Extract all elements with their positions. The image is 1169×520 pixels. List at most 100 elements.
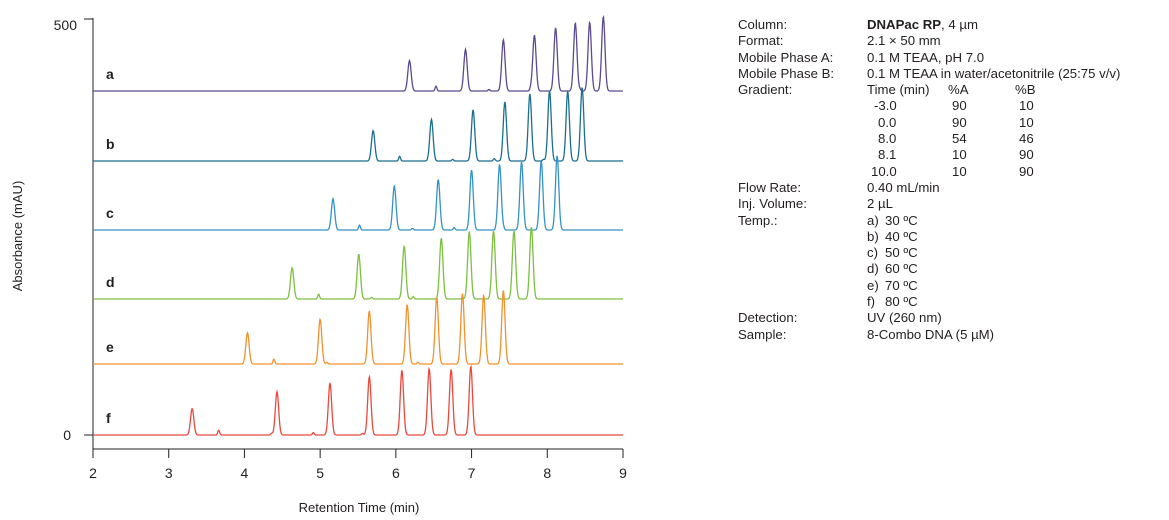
gradient-percent-a: 90	[952, 98, 967, 114]
param-injection-volume: Inj. Volume: 2 µL	[738, 196, 1120, 212]
trace-label-f: f	[106, 410, 111, 426]
temperature-letter: c)	[867, 245, 878, 261]
gradient-percent-b: 90	[1019, 163, 1034, 179]
x-tick-label: 5	[316, 465, 324, 481]
injection-volume-label: Inj. Volume:	[738, 196, 807, 212]
gradient-time: 8.0	[878, 131, 897, 147]
x-tick-label: 2	[89, 465, 97, 481]
method-parameters: Column: DNAPac RP, 4 µm Format: 2.1 × 50…	[738, 17, 1120, 343]
param-column: Column: DNAPac RP, 4 µm	[738, 17, 1120, 33]
gradient-time: -3.0	[874, 98, 897, 114]
temperature-value: 70 ºC	[885, 277, 918, 293]
column-name: DNAPac RP	[867, 17, 942, 32]
gradient-percent-a: 54	[952, 131, 967, 147]
gradient-percent-a: 10	[952, 147, 967, 163]
column-particle-size: , 4 µm	[941, 17, 978, 32]
mobile-phase-b-label: Mobile Phase B:	[738, 65, 835, 81]
chromatogram-traces: a b c d e f	[93, 14, 623, 436]
gradient-header-a: %A	[948, 82, 969, 98]
chromatogram-chart: 0 500 Absorbance (mAU) Retention Time (m…	[10, 14, 627, 515]
gradient-row: 0.0 90 10	[738, 115, 1120, 131]
temperature-value: 30 ºC	[885, 212, 918, 228]
trace-label-e: e	[106, 339, 114, 355]
gradient-row: -3.0 90 10	[738, 98, 1120, 114]
format-value: 2.1 × 50 mm	[867, 33, 941, 49]
param-sample: Sample: 8-Combo DNA (5 µM)	[738, 327, 1120, 343]
trace-a	[93, 14, 623, 92]
param-mobile-phase-b: Mobile Phase B: 0.1 M TEAA in water/acet…	[738, 66, 1120, 82]
temperature-entry: d) 60 ºC	[738, 261, 1120, 277]
x-tick-label: 6	[392, 465, 400, 481]
gradient-header-time: Time (min)	[867, 82, 930, 98]
injection-volume-value: 2 µL	[867, 196, 893, 212]
gradient-time: 8.1	[878, 147, 897, 163]
temperature-value: 60 ºC	[885, 261, 918, 277]
y-tick-label-0: 0	[63, 427, 71, 443]
temperature-letter: b)	[867, 228, 879, 244]
temperature-entry: e) 70 ºC	[738, 278, 1120, 294]
y-tick-label-500: 500	[54, 17, 78, 33]
gradient-percent-b: 46	[1019, 131, 1034, 147]
gradient-time: 0.0	[878, 114, 897, 130]
y-axis-label: Absorbance (mAU)	[10, 181, 25, 292]
flow-rate-label: Flow Rate:	[738, 179, 802, 195]
column-label: Column:	[738, 17, 788, 32]
gradient-percent-b: 10	[1019, 114, 1034, 130]
trace-label-a: a	[106, 66, 114, 82]
gradient-percent-a: 90	[952, 114, 967, 130]
gradient-row: 10.0 10 90	[738, 164, 1120, 180]
temperature-letter: f)	[867, 294, 876, 310]
param-mobile-phase-a: Mobile Phase A: 0.1 M TEAA, pH 7.0	[738, 50, 1120, 66]
temperature-value: 80 ºC	[885, 294, 918, 310]
sample-label: Sample:	[738, 326, 787, 342]
gradient-percent-b: 10	[1019, 98, 1034, 114]
trace-c	[93, 155, 623, 231]
detection-label: Detection:	[738, 310, 798, 326]
gradient-percent-b: 90	[1019, 147, 1034, 163]
mobile-phase-b-value: 0.1 M TEAA in water/acetonitrile (25:75 …	[867, 65, 1121, 81]
mobile-phase-a-label: Mobile Phase A:	[738, 49, 834, 65]
temperature-entry: a) 30 ºC	[867, 213, 918, 229]
format-label: Format:	[738, 33, 784, 49]
trace-b	[93, 87, 623, 162]
gradient-row: 8.1 10 90	[738, 147, 1120, 163]
x-ticks: 2 3 4 5 6 7 8 9	[89, 449, 627, 481]
detection-value: UV (260 nm)	[867, 310, 942, 326]
trace-f	[93, 364, 623, 436]
x-axis-label: Retention Time (min)	[299, 500, 420, 515]
param-flow-rate: Flow Rate: 0.40 mL/min	[738, 180, 1120, 196]
gradient-row: 8.0 54 46	[738, 131, 1120, 147]
temperature-value: 40 ºC	[885, 228, 918, 244]
x-tick-label: 7	[468, 465, 476, 481]
temperature-letter: a)	[867, 212, 879, 228]
chart-axes: 0 500 Absorbance (mAU) Retention Time (m…	[10, 17, 623, 515]
x-tick-label: 8	[543, 465, 551, 481]
x-tick-label: 9	[619, 465, 627, 481]
trace-d	[93, 226, 623, 300]
temperature-entry: f) 80 ºC	[738, 294, 1120, 310]
flow-rate-value: 0.40 mL/min	[867, 179, 940, 195]
gradient-time: 10.0	[871, 163, 897, 179]
temperature-letter: e)	[867, 277, 879, 293]
param-format: Format: 2.1 × 50 mm	[738, 33, 1120, 49]
column-value: DNAPac RP, 4 µm	[867, 17, 978, 33]
x-tick-label: 3	[165, 465, 173, 481]
param-gradient: Gradient: Time (min) %A %B	[738, 82, 1120, 98]
temperature-entry: c) 50 ºC	[738, 245, 1120, 261]
trace-label-c: c	[106, 205, 114, 221]
temperature-label: Temp.:	[738, 212, 778, 228]
param-temperature: Temp.: a) 30 ºC	[738, 213, 1120, 229]
temperature-value: 50 ºC	[885, 245, 918, 261]
gradient-header-b: %B	[1015, 82, 1036, 98]
gradient-header-row: Time (min) %A %B	[867, 82, 1036, 98]
temperature-entry: b) 40 ºC	[738, 229, 1120, 245]
mobile-phase-a-value: 0.1 M TEAA, pH 7.0	[867, 49, 985, 65]
trace-e	[93, 290, 623, 365]
sample-value: 8-Combo DNA (5 µM)	[867, 326, 995, 342]
temperature-letter: d)	[867, 261, 879, 277]
gradient-label: Gradient:	[738, 82, 793, 98]
trace-label-b: b	[106, 136, 115, 152]
param-detection: Detection: UV (260 nm)	[738, 310, 1120, 326]
x-tick-label: 4	[241, 465, 249, 481]
trace-label-d: d	[106, 274, 115, 290]
